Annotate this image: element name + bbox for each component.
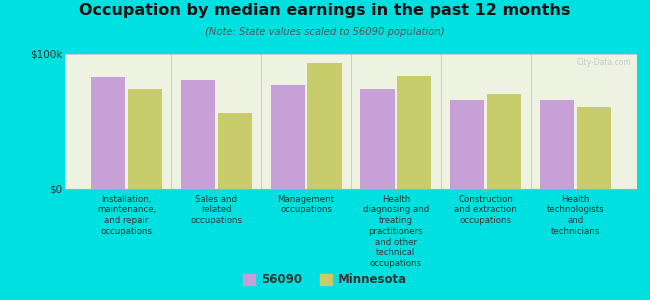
Bar xyxy=(361,89,395,189)
Text: Occupation by median earnings in the past 12 months: Occupation by median earnings in the pas… xyxy=(79,3,571,18)
Bar xyxy=(577,106,611,189)
Bar xyxy=(218,113,252,189)
Bar xyxy=(128,89,162,189)
Bar xyxy=(270,85,305,189)
Bar xyxy=(91,77,125,189)
Text: (Note: State values scaled to 56090 population): (Note: State values scaled to 56090 popu… xyxy=(205,27,445,37)
Bar xyxy=(397,76,432,189)
Text: City-Data.com: City-Data.com xyxy=(577,58,631,67)
Bar xyxy=(487,94,521,189)
Legend: 56090, Minnesota: 56090, Minnesota xyxy=(239,269,411,291)
Bar xyxy=(540,100,574,189)
Bar xyxy=(450,100,484,189)
Bar xyxy=(307,63,341,189)
Bar xyxy=(181,80,215,189)
